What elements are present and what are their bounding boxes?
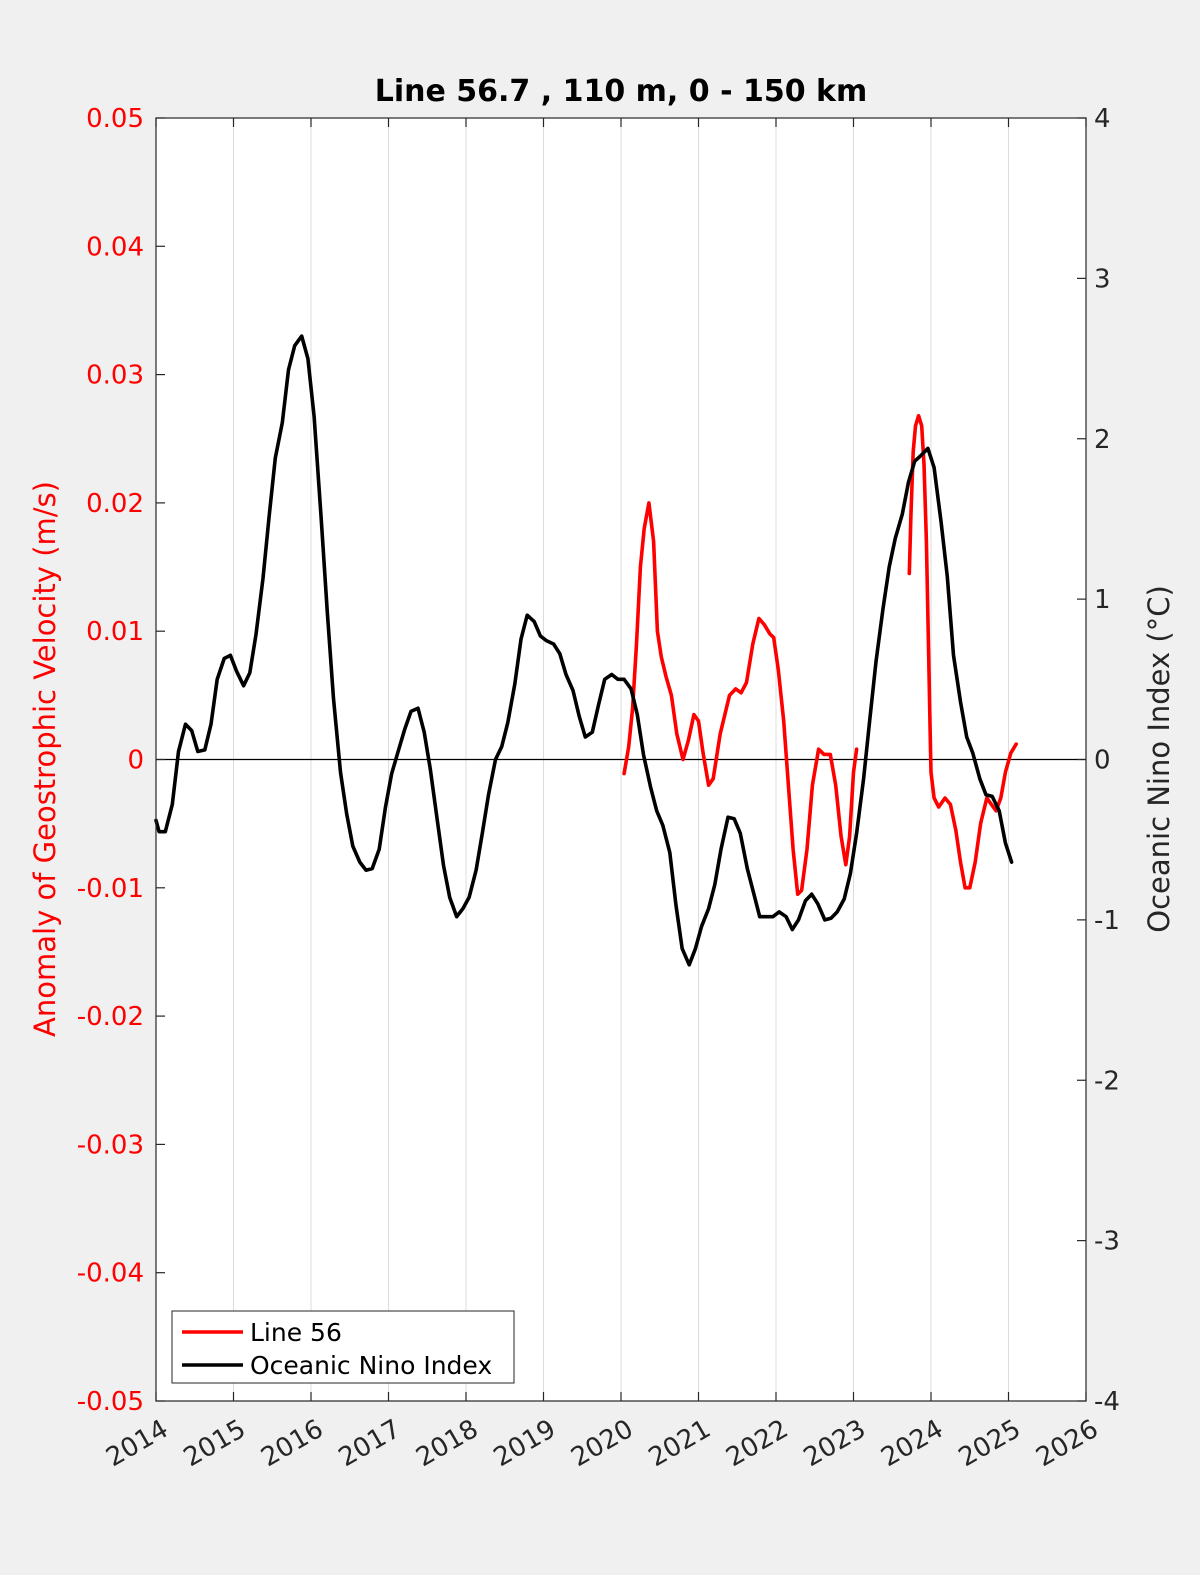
- right-axis: 4 3 2 1 0 -1 -2 -3 -4: [1077, 104, 1120, 1417]
- left-tick-label: -0.04: [77, 1259, 144, 1289]
- left-tick-label: 0.05: [86, 104, 144, 134]
- series-line-56: [622, 501, 859, 897]
- left-tick-label: -0.02: [77, 1002, 144, 1032]
- legend-label-line-56: Line 56: [250, 1318, 342, 1347]
- right-tick-label: -1: [1094, 906, 1120, 936]
- chart-title: Line 56.7 , 110 m, 0 - 150 km: [375, 74, 868, 109]
- series-line-56: [907, 413, 1019, 890]
- right-tick-label: 3: [1094, 264, 1111, 294]
- right-tick-label: -3: [1094, 1227, 1120, 1257]
- left-tick-label: 0: [127, 746, 144, 776]
- legend-box: [171, 1310, 515, 1384]
- legend: Line 56 Oceanic Nino Index: [171, 1310, 515, 1384]
- right-tick-label: -2: [1094, 1066, 1120, 1096]
- right-tick-label: 2: [1094, 425, 1111, 455]
- legend-label-oni: Oceanic Nino Index: [250, 1351, 492, 1380]
- right-tick-label: -4: [1094, 1387, 1120, 1417]
- left-tick-label: 0.01: [86, 617, 144, 647]
- right-tick-label: 0: [1094, 746, 1111, 776]
- right-tick-label: 1: [1094, 585, 1111, 615]
- left-axis-label: Anomaly of Geostrophic Velocity (m/s): [28, 481, 62, 1037]
- left-axis: 0.05 0.04 0.03 0.02 0.01 0 -0.01 -0.02 -0.03 -0.0…: [77, 104, 165, 1417]
- right-tick-label: 4: [1094, 104, 1111, 134]
- left-tick-label: 0.02: [86, 489, 144, 519]
- left-tick-label: -0.05: [77, 1387, 144, 1417]
- series: [154, 334, 1019, 967]
- right-axis-label: Oceanic Nino Index (°C): [1142, 585, 1176, 933]
- left-tick-label: -0.03: [77, 1130, 144, 1160]
- series-oceanic-nino-index: [154, 334, 1014, 967]
- left-tick-label: -0.01: [77, 874, 144, 904]
- left-tick-label: 0.03: [86, 361, 144, 391]
- left-tick-label: 0.04: [86, 232, 144, 262]
